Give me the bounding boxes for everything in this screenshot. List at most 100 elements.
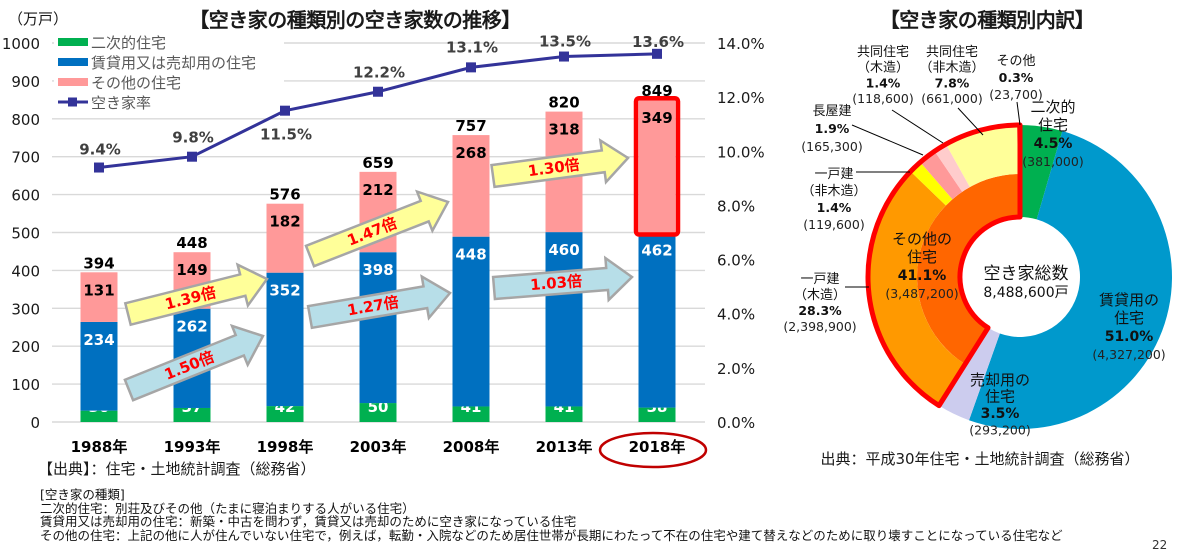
bar-segment — [359, 403, 397, 422]
bar-value-label: 262 — [176, 318, 207, 336]
highlight-box — [633, 95, 681, 237]
donut-label-name: 一戸建 — [800, 272, 839, 287]
rate-data-label: 11.5% — [260, 126, 312, 144]
bar-chart-title: 【空き家の種類別の空き家数の推移】 — [189, 8, 521, 32]
bar-total-label: 448 — [176, 234, 207, 252]
rate-marker — [187, 151, 197, 162]
bar-segment — [80, 272, 118, 322]
y-axis-tick-label: 500 — [11, 225, 40, 243]
bar-segment — [80, 410, 118, 422]
y-axis-tick-label: 800 — [11, 111, 40, 129]
donut-label-name: （木造） — [794, 288, 846, 303]
donut-label: 一戸建（木造）28.3%(2,398,900) — [783, 272, 856, 334]
legend-background — [54, 31, 284, 111]
donut-label-count: (118,600) — [852, 91, 913, 106]
donut-slice — [969, 131, 1173, 430]
bar-segment — [638, 407, 676, 422]
notes-line: 賃貸用又は売却用の住宅：新築・中古を問わず，賃貸又は売却のために空き家になってい… — [40, 514, 577, 530]
y2-axis-tick-label: 2.0% — [717, 360, 755, 378]
rate-marker — [652, 48, 662, 59]
y-axis-tick-label: 900 — [11, 73, 40, 91]
donut-label-count: (165,300) — [801, 139, 862, 154]
growth-ratio-label: 1.03倍 — [529, 272, 582, 294]
donut-label: 二次的住宅 4.5% (381,000) — [1022, 98, 1083, 169]
donut-label-percent: 28.3% — [798, 303, 842, 318]
bar-segment — [545, 406, 583, 422]
growth-arrow: 1.30倍 — [490, 137, 630, 189]
bar-total-label: 394 — [83, 254, 114, 272]
donut-sub-slice — [910, 162, 953, 206]
donut-label: 長屋建 1.9% (165,300) — [801, 104, 862, 154]
bar-segment — [173, 407, 211, 422]
donut-label-name: 売却用の — [970, 371, 1030, 389]
donut-label-name: （木造） — [857, 61, 909, 76]
legend-label: 賃貸用又は売却用の住宅 — [91, 54, 256, 72]
bar-value-label: 268 — [455, 144, 486, 162]
y-axis-tick-label: 300 — [11, 300, 40, 318]
arrow-shape — [491, 255, 634, 303]
bar-chart-source: 【出典】：住宅・土地統計調査（総務省） — [38, 460, 316, 478]
y2-axis-tick-label: 12.0% — [717, 89, 765, 107]
donut-chart: 二次的住宅4.5%(381,000)賃貸用の住宅51.0%(4,327,200)… — [783, 45, 1173, 438]
x-axis-category-label: 2018年 — [629, 438, 686, 456]
donut-label-count: (23,700) — [989, 87, 1043, 102]
y-axis-tick-label: 400 — [11, 262, 40, 280]
notes-heading: [空き家の種類] — [40, 487, 125, 502]
bar-total-label: 659 — [362, 154, 393, 172]
donut-label-name: 共同住宅 — [857, 45, 909, 60]
leader-line — [1016, 101, 1021, 126]
rate-data-label: 13.6% — [632, 33, 684, 51]
arrow-shape — [306, 274, 452, 330]
leader-line — [957, 107, 984, 136]
bar-segment — [638, 232, 676, 408]
x-axis-category-label: 1998年 — [257, 438, 314, 456]
donut-label-percent: 51.0% — [1105, 329, 1154, 345]
y2-axis-tick-label: 10.0% — [717, 143, 765, 161]
bar-value-label: 182 — [269, 213, 300, 231]
arrow-shape — [123, 323, 265, 402]
donut-label-count: (293,200) — [969, 423, 1030, 438]
bar-segment — [266, 406, 304, 422]
y-axis-tick-label: 0 — [30, 414, 40, 432]
legend-label: 二次的住宅 — [91, 34, 166, 52]
pie-chart-source: 出典：平成30年住宅・土地統計調査（総務省） — [820, 450, 1140, 468]
y-axis-tick-label: 1000 — [2, 35, 40, 53]
x-axis-category-label: 1993年 — [164, 438, 221, 456]
donut-label-name: （非木造） — [919, 61, 984, 76]
bar-value-label: 212 — [362, 181, 393, 199]
donut-label-name: 一戸建 — [814, 167, 853, 182]
rate-marker — [373, 86, 383, 97]
donut-label: 共同住宅（木造）1.4%(118,600) — [852, 45, 913, 106]
donut-label-percent: 1.9% — [815, 121, 850, 136]
rate-data-label: 13.1% — [446, 38, 498, 56]
notes-block: [空き家の種類] 二次的住宅：別荘及びその他（たまに寝泊まりする人がいる住宅） … — [40, 488, 1063, 542]
page-number: 22 — [1152, 538, 1168, 552]
donut-label-name: 長屋建 — [812, 104, 851, 119]
donut-highlight-outline — [865, 122, 1023, 409]
bar-segment — [359, 252, 397, 404]
bar-value-label: 460 — [548, 241, 579, 259]
donut-center-title: 空き家総数 — [984, 264, 1069, 284]
y-axis-tick-label: 200 — [11, 338, 40, 356]
donut-label-count: (2,398,900) — [783, 319, 856, 334]
bar-value-label: 352 — [269, 282, 300, 300]
notes-line: 二次的住宅：別荘及びその他（たまに寝泊まりする人がいる住宅） — [40, 500, 415, 516]
bar-value-label: 349 — [641, 109, 672, 127]
legend-label: その他の住宅 — [91, 74, 181, 92]
donut-label-name: 住宅 — [1038, 116, 1068, 134]
legend-label: 空き家率 — [91, 94, 151, 112]
bar-value-label: 448 — [455, 246, 486, 264]
bar-segment — [452, 135, 490, 237]
bar-segment — [266, 272, 304, 407]
donut-label-percent: 3.5% — [981, 406, 1020, 422]
rate-data-label: 9.4% — [79, 141, 121, 159]
donut-label-percent: 1.4% — [817, 200, 852, 215]
bar-value-label: 462 — [641, 242, 672, 260]
donut-label-count: (119,600) — [803, 217, 864, 232]
bar-segment — [452, 236, 490, 407]
donut-label-percent: 7.8% — [935, 75, 970, 90]
donut-label-count: (661,000) — [921, 91, 982, 106]
arrow-shape — [490, 137, 630, 189]
y2-axis-tick-label: 4.0% — [717, 306, 755, 324]
